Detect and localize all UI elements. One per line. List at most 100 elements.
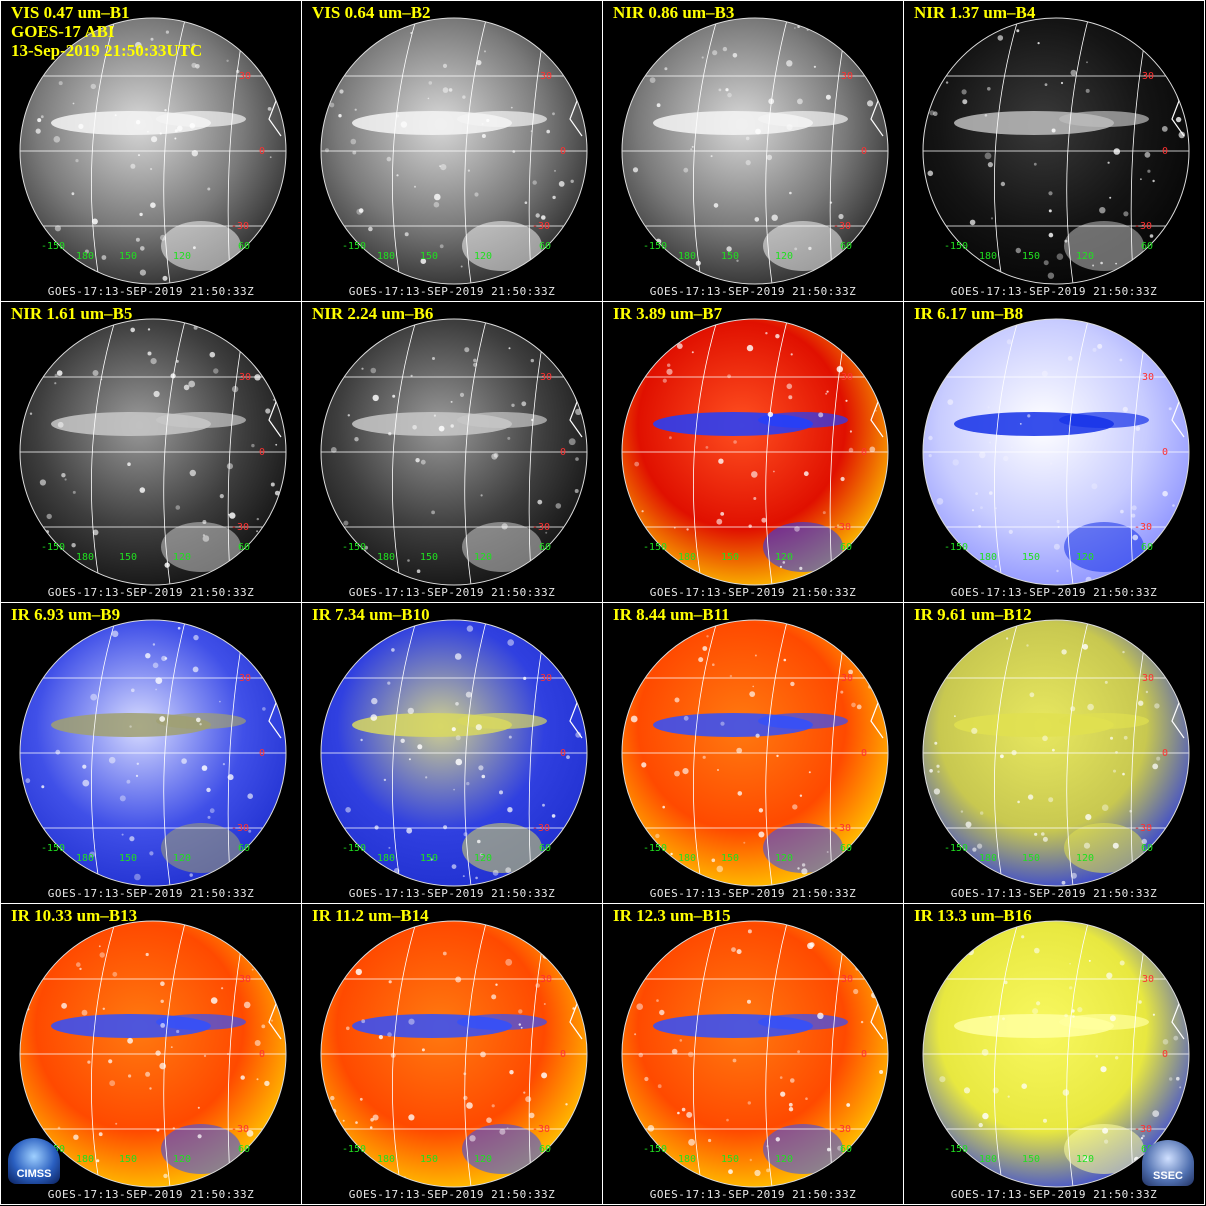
band-label: VIS 0.47 um–B1 xyxy=(11,3,130,22)
longitude-label: 60 xyxy=(539,542,551,553)
latitude-label: 30 xyxy=(841,71,853,82)
longitude-label: 180 xyxy=(377,853,395,864)
panel-title: IR 7.34 um–B10 xyxy=(312,605,430,624)
band-label: VIS 0.64 um–B2 xyxy=(312,3,431,22)
longitude-label: 60 xyxy=(1141,542,1153,553)
longitude-label: 180 xyxy=(979,1154,997,1165)
band-label: IR 11.2 um–B14 xyxy=(312,906,429,925)
longitude-label: 60 xyxy=(539,843,551,854)
latitude-label: 0 xyxy=(861,146,867,157)
panel-timestamp: GOES-17:13-SEP-2019 21:50:33Z xyxy=(47,285,255,298)
panel-title: IR 6.93 um–B9 xyxy=(11,605,120,624)
latitude-label: 30 xyxy=(1142,71,1154,82)
latitude-label: -30 xyxy=(833,823,851,834)
latitude-label: -30 xyxy=(833,221,851,232)
panel-title: IR 10.33 um–B13 xyxy=(11,906,137,925)
latitude-label: -30 xyxy=(1134,1124,1152,1135)
latitude-label: 30 xyxy=(540,974,552,985)
longitude-label: 60 xyxy=(238,241,250,252)
grid-divider xyxy=(0,903,1205,904)
panel-title: NIR 1.37 um–B4 xyxy=(914,3,1035,22)
band-label: IR 7.34 um–B10 xyxy=(312,605,430,624)
band-label: IR 10.33 um–B13 xyxy=(11,906,138,925)
panel-title: IR 12.3 um–B15 xyxy=(613,906,731,925)
longitude-label: 120 xyxy=(474,552,492,563)
grid-divider xyxy=(903,0,904,1205)
latitude-label: 30 xyxy=(540,71,552,82)
band-panel: 30 0 -30 -150 180 150 120 60 VIS 0.47 um–B1 GOES-… xyxy=(1,1,301,301)
band-label: IR 6.93 um–B9 xyxy=(11,605,121,624)
longitude-label: -150 xyxy=(643,542,667,553)
latitude-label: -30 xyxy=(1134,221,1152,232)
longitude-label: 60 xyxy=(1141,843,1153,854)
longitude-label: 120 xyxy=(173,552,191,563)
longitude-label: 150 xyxy=(1022,853,1040,864)
latitude-label: -30 xyxy=(532,522,550,533)
longitude-label: 120 xyxy=(775,552,793,563)
latitude-label: 0 xyxy=(861,748,867,759)
longitude-label: 180 xyxy=(377,552,395,563)
longitude-label: 60 xyxy=(238,542,250,553)
band-label: IR 12.3 um–B15 xyxy=(613,906,731,925)
band-label: NIR 0.86 um–B3 xyxy=(613,3,735,22)
longitude-label: 60 xyxy=(840,1144,852,1155)
longitude-label: 60 xyxy=(539,241,551,252)
longitude-label: 60 xyxy=(539,1144,551,1155)
latitude-label: -30 xyxy=(231,823,249,834)
band-panel: 30 0 -30 -150 180 150 120 60 IR 6.17 um–B8 GOES-1… xyxy=(904,302,1204,602)
panel-timestamp: GOES-17:13-SEP-2019 21:50:33Z xyxy=(950,586,1158,599)
latitude-label: 0 xyxy=(560,146,566,157)
header-line: GOES-17 ABI xyxy=(11,22,115,41)
band-panel: 30 0 -30 -150 180 150 120 60 IR 7.34 um–B10 GOES-… xyxy=(302,603,602,903)
longitude-label: 120 xyxy=(173,251,191,262)
longitude-label: -150 xyxy=(41,542,65,553)
band-panel: 30 0 -30 -150 180 150 120 60 IR 12.3 um–B15 GOES-… xyxy=(603,904,903,1204)
longitude-label: 180 xyxy=(377,251,395,262)
longitude-label: 120 xyxy=(775,1154,793,1165)
latitude-label: 30 xyxy=(1142,673,1154,684)
panel-title: NIR 1.61 um–B5 xyxy=(11,304,132,323)
panel-timestamp: GOES-17:13-SEP-2019 21:50:33Z xyxy=(649,887,857,900)
latitude-label: 30 xyxy=(1142,974,1154,985)
latitude-label: -30 xyxy=(231,522,249,533)
panel-timestamp: GOES-17:13-SEP-2019 21:50:33Z xyxy=(649,1188,857,1201)
longitude-label: 180 xyxy=(678,251,696,262)
panel-title: IR 6.17 um–B8 xyxy=(914,304,1023,323)
longitude-label: 60 xyxy=(840,542,852,553)
longitude-label: 150 xyxy=(721,1154,739,1165)
panel-title: VIS 0.47 um–B1 GOES-17 ABI 13-Sep-2019 21:… xyxy=(11,3,202,60)
latitude-label: 0 xyxy=(259,146,265,157)
panel-title: NIR 0.86 um–B3 xyxy=(613,3,734,22)
panel-timestamp: GOES-17:13-SEP-2019 21:50:33Z xyxy=(47,887,255,900)
panel-title: IR 8.44 um–B11 xyxy=(613,605,730,624)
grid-divider xyxy=(0,602,1205,603)
latitude-label: -30 xyxy=(1134,823,1152,834)
band-panel: 30 0 -30 -150 180 150 120 60 IR 9.61 um–B12 GOES-… xyxy=(904,603,1204,903)
longitude-label: 120 xyxy=(474,1154,492,1165)
latitude-label: 30 xyxy=(841,372,853,383)
longitude-label: 60 xyxy=(238,1144,250,1155)
longitude-label: 150 xyxy=(1022,251,1040,262)
header-line: 13-Sep-2019 21:50:33UTC xyxy=(11,41,203,60)
latitude-label: -30 xyxy=(1134,522,1152,533)
cimss-logo-text: CIMSS xyxy=(16,1168,52,1180)
longitude-label: 120 xyxy=(1076,251,1094,262)
longitude-label: 180 xyxy=(678,1154,696,1165)
band-label: IR 6.17 um–B8 xyxy=(914,304,1024,323)
longitude-label: 120 xyxy=(775,853,793,864)
panel-timestamp: GOES-17:13-SEP-2019 21:50:33Z xyxy=(47,1188,255,1201)
longitude-label: -150 xyxy=(643,241,667,252)
longitude-label: 150 xyxy=(721,552,739,563)
panel-title: IR 3.89 um–B7 xyxy=(613,304,722,323)
longitude-label: 150 xyxy=(420,853,438,864)
longitude-label: 150 xyxy=(119,853,137,864)
band-label: NIR 2.24 um–B6 xyxy=(312,304,434,323)
